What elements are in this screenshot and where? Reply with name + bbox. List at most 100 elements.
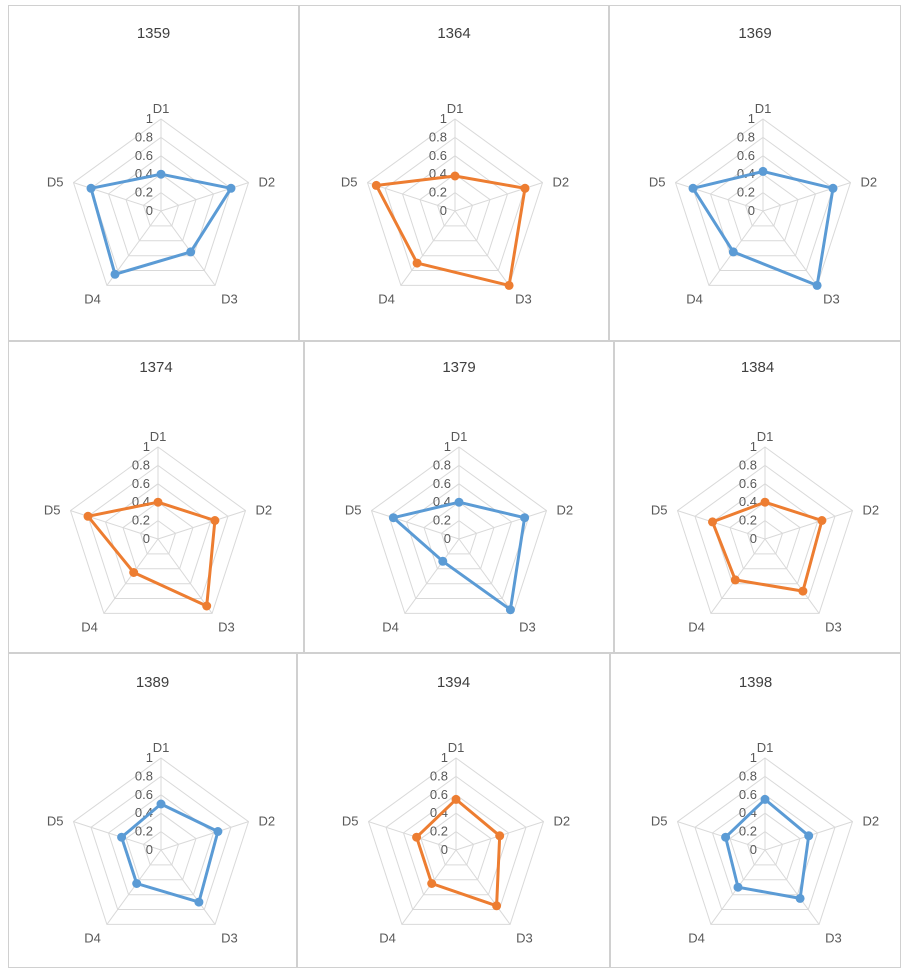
axis-label-d3: D3 <box>221 291 238 306</box>
tick-label: 0.2 <box>433 513 451 528</box>
grid-ring <box>436 191 474 227</box>
grid-ring <box>87 464 229 599</box>
grid-ring <box>746 519 784 555</box>
data-point-d2 <box>213 827 223 836</box>
chart-title: 1359 <box>137 25 170 42</box>
tick-label: 0.8 <box>429 129 447 144</box>
tick-label: 0.2 <box>135 185 153 200</box>
tick-label: 0 <box>748 203 755 218</box>
data-point-d5 <box>86 183 96 193</box>
tick-label: 0.6 <box>433 476 451 491</box>
data-point-d2 <box>817 516 827 525</box>
grid-ring <box>711 794 819 896</box>
grid-ring <box>107 155 215 257</box>
chart-title: 1364 <box>437 25 470 42</box>
grid-ring <box>142 830 180 866</box>
tick-label: 0.6 <box>132 476 150 491</box>
radar-chart: 1394 0 0.2 0.4 0.6 0.8 1D1 D2 D3 D4 D5 <box>342 674 570 945</box>
tick-label: 0.6 <box>739 787 757 802</box>
tick-label: 0.2 <box>737 185 755 200</box>
grid-ring <box>125 173 197 242</box>
data-point-d2 <box>828 183 838 193</box>
grid-ring <box>366 118 544 286</box>
chart-panel-1384: 1384 0 0.2 0.4 0.6 0.8 1 D1 D2 D3 D4 D5 <box>614 341 901 653</box>
chart-title: 1389 <box>136 674 169 691</box>
tick-label: 0.2 <box>739 513 757 528</box>
grid-ring <box>125 812 197 881</box>
grid-spoke <box>106 849 162 925</box>
tick-label: 0.2 <box>132 513 150 528</box>
axis-label-d2: D2 <box>861 175 878 190</box>
grid-spoke <box>677 821 766 851</box>
tick-label: 0.2 <box>429 185 447 200</box>
axis-label-d5: D5 <box>345 503 362 518</box>
chart-panel-1374: 1374 0 0.2 0.4 0.6 0.8 1 D1 D2 D3 D4 D5 <box>8 341 304 653</box>
data-point-d4 <box>132 879 142 888</box>
tick-label: 0.8 <box>430 768 448 783</box>
axis-label-d3: D3 <box>519 619 536 634</box>
data-point-d4 <box>129 568 139 577</box>
grid-ring <box>405 483 513 585</box>
data-point-d5 <box>83 511 93 521</box>
grid-ring <box>72 757 250 925</box>
data-point-d3 <box>795 893 805 903</box>
axis-label-d5: D5 <box>341 175 358 190</box>
grid-spoke <box>458 538 514 614</box>
series-line <box>374 174 527 287</box>
axis-label-d5: D5 <box>649 175 666 190</box>
grid-spoke <box>160 849 216 925</box>
series-line <box>415 797 502 908</box>
grid-spoke <box>762 182 851 212</box>
tick-label: 0.6 <box>430 787 448 802</box>
data-point-d4 <box>730 575 740 585</box>
data-point-d1 <box>760 794 770 804</box>
tick-label: 0.8 <box>739 457 757 472</box>
tick-label: 0.4 <box>739 805 757 820</box>
data-point-d2 <box>520 513 530 523</box>
data-point-d5 <box>388 513 398 523</box>
tick-label: 0.2 <box>430 824 448 839</box>
grid-spoke <box>160 182 249 212</box>
axis-label-d2: D2 <box>553 175 570 190</box>
data-point-d1 <box>153 497 163 507</box>
grid-ring <box>385 775 527 910</box>
axis-label-d5: D5 <box>651 503 668 518</box>
data-point-d1 <box>760 497 770 507</box>
data-point-d5 <box>371 180 381 190</box>
grid-ring <box>388 464 530 599</box>
grid-ring <box>402 794 510 896</box>
axis-label-d1: D1 <box>153 740 170 755</box>
chart-panel-1379: 1379 0 0.2 0.4 0.6 0.8 1 D1 D2 D3 D4 D5 <box>304 341 614 653</box>
data-point-d2 <box>210 516 220 525</box>
grid-spoke <box>157 510 246 540</box>
tick-label: 0 <box>143 531 150 546</box>
chart-panel-1398: 1398 0 0.2 0.4 0.6 0.8 1 D1 D2 D3 D4 D5 <box>610 653 901 968</box>
grid-ring <box>69 446 247 614</box>
grid-ring <box>729 812 801 881</box>
data-point-d1 <box>156 169 166 179</box>
axis-label-d5: D5 <box>47 175 64 190</box>
axis-label-d4: D4 <box>84 291 101 306</box>
chart-panel-1369: 1369 0 0.2 0.4 0.6 0.8 1 D1 D2 D3 D4 D5 <box>609 5 901 341</box>
data-point-d2 <box>495 831 505 841</box>
tick-label: 0 <box>146 203 153 218</box>
chart-panel-1389: 1389 0 0.2 0.4 0.6 0.8 1 D1 D2 D3 D4 D5 <box>8 653 297 968</box>
chart-title: 1369 <box>738 25 771 42</box>
grid-ring <box>676 446 854 614</box>
grid-ring <box>139 519 177 555</box>
data-point-d1 <box>758 166 768 176</box>
data-point-d4 <box>427 879 437 888</box>
data-point-d5 <box>688 183 698 193</box>
radar-chart: 1398 0 0.2 0.4 0.6 0.8 1D1 D2 D3 D4 D5 <box>651 674 879 945</box>
data-point-d1 <box>450 171 460 181</box>
grid-spoke <box>368 821 457 851</box>
axis-label-d4: D4 <box>686 291 703 306</box>
grid-ring <box>694 775 836 910</box>
data-point-d2 <box>520 183 530 193</box>
grid-spoke <box>367 182 456 212</box>
tick-label: 1 <box>146 111 153 126</box>
axis-label-d4: D4 <box>688 930 705 945</box>
